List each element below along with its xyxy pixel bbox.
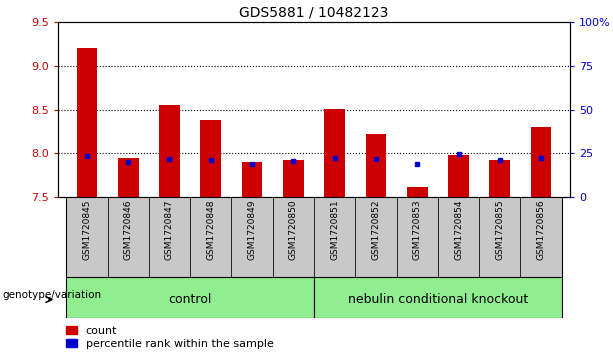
Bar bbox=[118, 158, 139, 197]
Text: GSM1720846: GSM1720846 bbox=[124, 199, 132, 260]
Text: GSM1720854: GSM1720854 bbox=[454, 199, 463, 260]
Bar bbox=[407, 187, 427, 197]
Bar bbox=[356, 197, 397, 277]
Text: GSM1720856: GSM1720856 bbox=[536, 199, 546, 260]
Bar bbox=[283, 160, 303, 197]
Text: control: control bbox=[169, 293, 212, 306]
Text: GSM1720848: GSM1720848 bbox=[206, 199, 215, 260]
Bar bbox=[520, 197, 562, 277]
Text: GSM1720845: GSM1720845 bbox=[82, 199, 91, 260]
Legend: count, percentile rank within the sample: count, percentile rank within the sample bbox=[64, 323, 276, 351]
Text: GSM1720850: GSM1720850 bbox=[289, 199, 298, 260]
Bar bbox=[149, 197, 190, 277]
Bar bbox=[448, 155, 469, 197]
Bar bbox=[273, 197, 314, 277]
Bar bbox=[490, 160, 510, 197]
Text: nebulin conditional knockout: nebulin conditional knockout bbox=[348, 293, 528, 306]
Text: GSM1720851: GSM1720851 bbox=[330, 199, 339, 260]
Bar bbox=[66, 197, 107, 277]
Bar bbox=[479, 197, 520, 277]
Bar bbox=[232, 197, 273, 277]
Bar bbox=[77, 48, 97, 197]
Bar bbox=[314, 277, 562, 318]
Bar bbox=[397, 197, 438, 277]
Text: GSM1720847: GSM1720847 bbox=[165, 199, 174, 260]
Bar bbox=[107, 197, 149, 277]
Text: GSM1720852: GSM1720852 bbox=[371, 199, 381, 260]
Bar bbox=[200, 120, 221, 197]
Text: GSM1720855: GSM1720855 bbox=[495, 199, 504, 260]
Bar bbox=[314, 197, 356, 277]
Bar bbox=[438, 197, 479, 277]
Title: GDS5881 / 10482123: GDS5881 / 10482123 bbox=[239, 5, 389, 20]
Bar bbox=[242, 162, 262, 197]
Bar bbox=[159, 105, 180, 197]
Text: GSM1720849: GSM1720849 bbox=[248, 199, 257, 260]
Bar bbox=[190, 197, 232, 277]
Bar bbox=[365, 134, 386, 197]
Bar bbox=[66, 277, 314, 318]
Text: GSM1720853: GSM1720853 bbox=[413, 199, 422, 260]
Text: genotype/variation: genotype/variation bbox=[2, 290, 101, 301]
Bar bbox=[324, 110, 345, 197]
Bar bbox=[531, 127, 552, 197]
